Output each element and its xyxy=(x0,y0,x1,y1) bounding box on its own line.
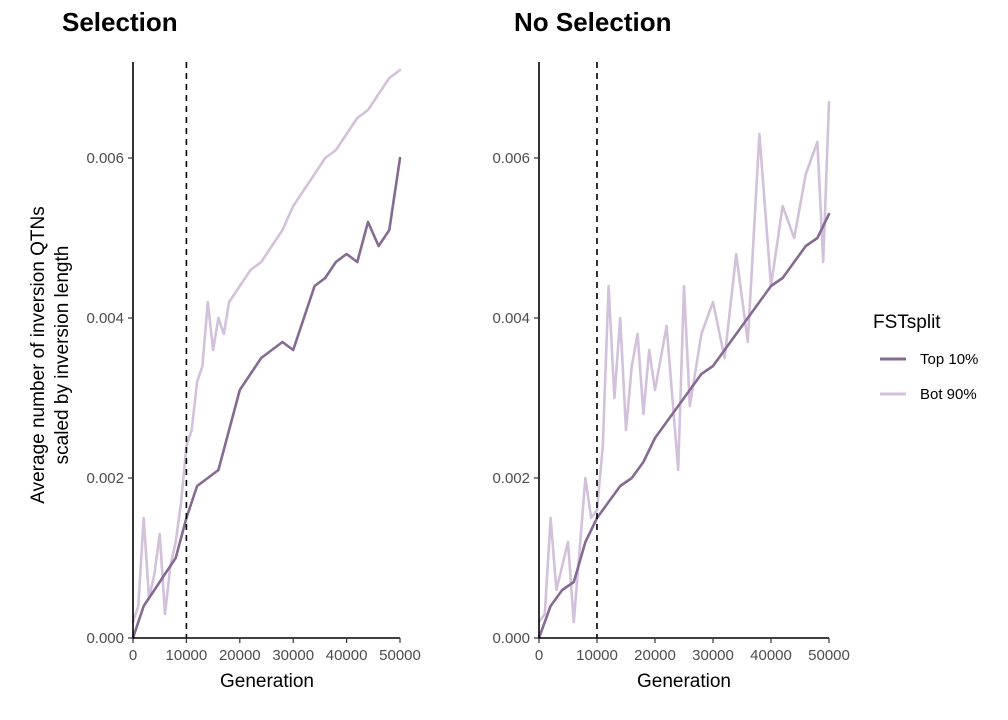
x-axis-title-no-selection: Generation xyxy=(637,671,731,692)
y-tick-label: 0.000 xyxy=(86,630,124,647)
y-tick-label: 0.002 xyxy=(86,470,124,487)
plot-area-no-selection: 0 10000 20000 30000 40000 50000 0.000 0.002 0.00… xyxy=(492,62,850,664)
x-tick-label: 40000 xyxy=(750,647,792,664)
y-tick-label: 0.004 xyxy=(492,310,530,327)
x-tick-label: 30000 xyxy=(692,647,734,664)
panel-title-no-selection: No Selection xyxy=(514,7,671,37)
y-tick-label: 0.006 xyxy=(492,150,530,167)
x-tick-label: 0 xyxy=(535,647,543,664)
legend: FSTsplit Top 10% Bot 90% xyxy=(873,312,978,403)
legend-label-bot90: Bot 90% xyxy=(920,386,977,403)
y-tick-label: 0.004 xyxy=(86,310,124,327)
x-tick-label: 50000 xyxy=(808,647,850,664)
series-line-bot-90 xyxy=(537,100,831,624)
series-line-bot-90 xyxy=(131,68,402,624)
x-tick-label: 40000 xyxy=(326,647,368,664)
panel-title-selection: Selection xyxy=(62,7,178,37)
y-tick-label: 0.006 xyxy=(86,150,124,167)
panel-selection: Selection 0 10000 20000 30000 40000 50000 0.00… xyxy=(62,7,421,692)
panel-no-selection: No Selection 0 10000 20000 30000 40000 500000… xyxy=(492,7,849,692)
series-line-top-10 xyxy=(537,212,831,640)
y-tick-label: 0.000 xyxy=(492,630,530,647)
legend-title: FSTsplit xyxy=(873,312,941,333)
legend-label-top10: Top 10% xyxy=(920,351,978,368)
x-tick-label: 0 xyxy=(129,647,137,664)
y-axis-title: Average number of inversion QTNs scaled … xyxy=(28,206,73,503)
y-axis-title-line-1: Average number of inversion QTNs xyxy=(28,206,49,503)
x-axis-title-selection: Generation xyxy=(220,671,314,692)
x-tick-label: 10000 xyxy=(166,647,208,664)
x-tick-label: 10000 xyxy=(576,647,618,664)
x-tick-label: 50000 xyxy=(379,647,421,664)
y-tick-label: 0.002 xyxy=(492,470,530,487)
series-line-top-10 xyxy=(131,156,402,640)
y-axis-title-line-2: scaled by inversion length xyxy=(52,246,73,465)
x-tick-label: 20000 xyxy=(634,647,676,664)
x-tick-label: 20000 xyxy=(219,647,261,664)
plot-area-selection: 0 10000 20000 30000 40000 50000 0.000 0.002 0.00… xyxy=(86,62,421,664)
x-tick-label: 30000 xyxy=(272,647,314,664)
